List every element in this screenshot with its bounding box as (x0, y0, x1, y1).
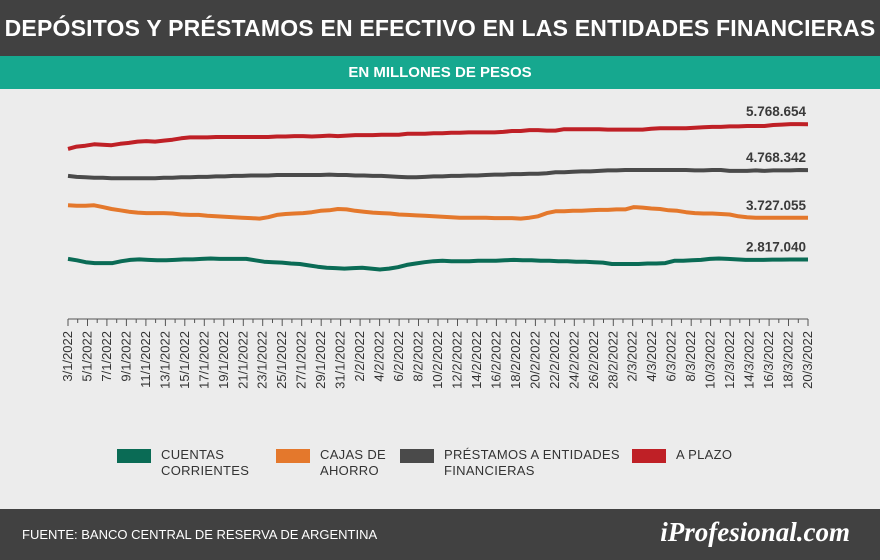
chart-area: 3/1/2022 5/1/2022 7/1/2022 9/1/2022 11/1/202… (0, 89, 880, 509)
x-tick-label: 27/1/2022 (294, 331, 309, 389)
end-value-label-2: 3.727.055 (746, 198, 807, 213)
x-tick-label: 12/3/2022 (722, 331, 737, 389)
x-tick-label: 11/1/2022 (138, 331, 153, 388)
x-tick-label: 14/3/2022 (742, 331, 757, 389)
legend-item-cuentas-corrientes: CUENTAS CORRIENTES (117, 447, 266, 479)
x-tick-label: 5/1/2022 (80, 331, 95, 382)
legend-label: A PLAZO (676, 447, 733, 462)
x-tick-label: 29/1/2022 (313, 331, 328, 389)
x-tick-label: 14/2/2022 (469, 331, 484, 389)
x-tick-label: 3/1/2022 (60, 331, 75, 382)
x-tick-label: 28/2/2022 (605, 331, 620, 389)
footer: FUENTE: BANCO CENTRAL DE RESERVA DE ARGE… (0, 509, 880, 560)
brand-logo[interactable]: iProfesional.com (660, 517, 850, 547)
series-layer (67, 122, 809, 272)
x-tick-label: 8/3/2022 (683, 331, 698, 382)
legend-item-a-plazo: A PLAZO (632, 447, 766, 463)
x-tick-label: 2/3/2022 (625, 331, 640, 382)
chart-title: DEPÓSITOS Y PRÉSTAMOS EN EFECTIVO EN LAS… (0, 0, 880, 56)
x-tick-label: 4/3/2022 (644, 331, 659, 382)
end-value-label-1: 4.768.342 (746, 150, 806, 165)
legend-label: PRÉSTAMOS A ENTIDADES FINANCIERAS (444, 447, 620, 478)
chart-subtitle: EN MILLONES DE PESOS (0, 56, 880, 89)
x-tick-label: 31/1/2022 (333, 331, 348, 389)
x-tick-label: 19/1/2022 (216, 331, 231, 389)
legend-item-cajas-de-ahorro: CAJAS DE AHORRO (276, 447, 395, 479)
x-tick-label: 6/3/2022 (664, 331, 679, 382)
series-line-3 (67, 256, 808, 272)
end-value-label-3: 2.817.040 (746, 240, 806, 255)
legend-label: CUENTAS CORRIENTES (161, 447, 250, 478)
x-tick-label: 12/2/2022 (450, 331, 465, 389)
series-line-0 (67, 122, 809, 151)
legend-swatch (276, 449, 310, 463)
x-tick-label: 20/2/2022 (527, 331, 542, 389)
legend-item-prestamos: PRÉSTAMOS A ENTIDADES FINANCIERAS (400, 447, 624, 479)
legend-swatch (632, 449, 666, 463)
x-tick-label: 26/2/2022 (586, 331, 601, 389)
legend-swatch (400, 449, 434, 463)
x-tick-label: 13/1/2022 (157, 331, 172, 389)
x-tick-label: 6/2/2022 (391, 331, 406, 382)
x-tick-label: 7/1/2022 (99, 331, 114, 382)
x-tick-label: 2/2/2022 (352, 331, 367, 382)
line-chart: 3/1/2022 5/1/2022 7/1/2022 9/1/2022 11/1/202… (60, 104, 815, 389)
end-labels: 5.768.654 4.768.342 3.727.055 2.817.040 (746, 104, 807, 254)
x-axis: 3/1/2022 5/1/2022 7/1/2022 9/1/2022 11/1/202… (60, 318, 815, 389)
end-value-label-0: 5.768.654 (746, 104, 807, 119)
x-tick-label: 23/1/2022 (255, 331, 270, 389)
x-tick-label: 16/2/2022 (488, 331, 503, 389)
x-tick-label: 10/2/2022 (430, 331, 445, 389)
x-tick-label: 9/1/2022 (118, 331, 133, 382)
source-note: FUENTE: BANCO CENTRAL DE RESERVA DE ARGE… (22, 527, 378, 542)
series-line-1 (67, 168, 809, 181)
legend-label: CAJAS DE AHORRO (320, 447, 386, 478)
x-tick-label: 8/2/2022 (411, 331, 426, 382)
x-tick-label: 18/2/2022 (508, 331, 523, 389)
x-tick-label: 25/1/2022 (274, 331, 289, 389)
x-tick-label: 18/3/2022 (781, 331, 796, 389)
x-tick-label: 21/1/2022 (235, 331, 250, 389)
x-tick-label: 16/3/2022 (761, 331, 776, 389)
x-tick-label: 24/2/2022 (566, 331, 581, 389)
legend-swatch (117, 449, 151, 463)
x-tick-label: 17/1/2022 (196, 331, 211, 389)
x-tick-label: 22/2/2022 (547, 331, 562, 389)
series-line-2 (67, 203, 809, 221)
x-tick-label: 10/3/2022 (703, 331, 718, 389)
x-tick-label: 20/3/2022 (800, 331, 815, 389)
x-tick-label: 4/2/2022 (372, 331, 387, 382)
x-tick-label: 15/1/2022 (177, 331, 192, 389)
